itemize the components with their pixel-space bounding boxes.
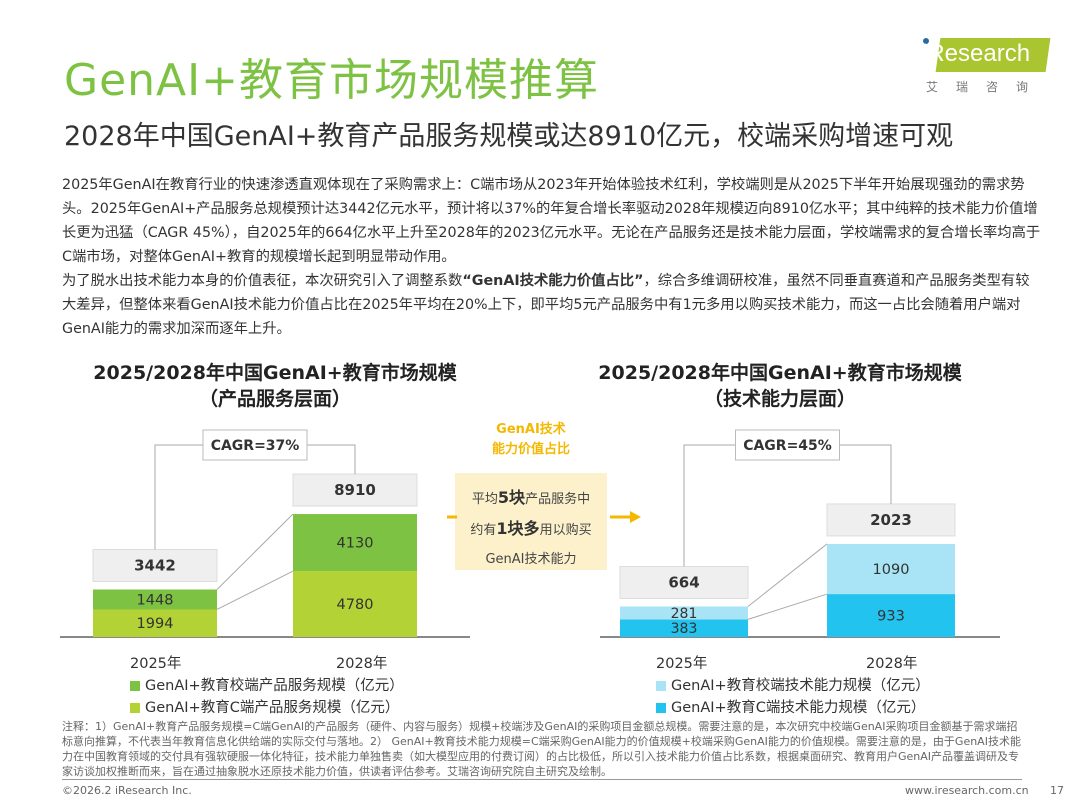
copyright: ©2026.2 iResearch Inc. xyxy=(62,784,192,797)
paragraph-2-text: 为了脱水出技术能力本身的价值表征，本次研究引入了调整系数 xyxy=(62,273,463,289)
page-subtitle: 2028年中国GenAI+教育产品服务规模或达8910亿元，校端采购增速可观 xyxy=(64,121,954,152)
chart-1-connector xyxy=(216,513,294,590)
chart-2-title-line2: （技术能力层面） xyxy=(703,388,856,410)
page-title: GenAI+教育市场规模推算 xyxy=(64,55,599,106)
chart-2-connector xyxy=(747,593,828,620)
chart-2-bar-label: 281 xyxy=(671,606,698,622)
chart-2-title: 2025/2028年中国GenAI+教育市场规模 （技术能力层面） xyxy=(580,360,980,412)
legend-swatch xyxy=(656,703,666,713)
chart-1-title-line1: 2025/2028年中国GenAI+教育市场规模 xyxy=(93,362,457,384)
legend-swatch xyxy=(656,681,666,691)
chart-2-bar-label: 933 xyxy=(877,609,905,625)
iresearch-logo: iResearch 艾瑞咨询 xyxy=(918,34,1058,98)
chart-2-connector xyxy=(747,543,828,607)
chart-1-bar-label: 1448 xyxy=(137,592,174,608)
logo-cn: 艾瑞咨询 xyxy=(926,80,1047,94)
chart-1-cagr-box xyxy=(202,429,308,461)
chart-2-total-label: 664 xyxy=(668,573,699,591)
chart-2-bar-0-1 xyxy=(827,594,955,637)
chart-1-cagr-label: CAGR=37% xyxy=(211,438,300,454)
chart-2-xlabel-2028: 2028年 xyxy=(866,656,918,672)
chart-2-title-line1: 2025/2028年中国GenAI+教育市场规模 xyxy=(598,362,962,384)
chart-2-xlabel-2025: 2025年 xyxy=(656,656,708,672)
chart-2-bar-label: 1090 xyxy=(873,562,910,578)
chart-1-total-box xyxy=(92,549,218,583)
footer-divider xyxy=(62,779,1022,780)
chart-1-bar-label: 1994 xyxy=(137,616,174,632)
legend-swatch xyxy=(130,681,140,691)
chart-1-bar-0-0 xyxy=(93,609,217,637)
chart-2-bar-1-1 xyxy=(827,543,955,595)
mid-label-line1: GenAI技术 xyxy=(496,422,566,437)
chart-2-bar-label: 383 xyxy=(671,621,698,637)
page-number: 17 xyxy=(1050,784,1064,797)
paragraph-2-bold: “GenAI技术能力价值占比” xyxy=(462,273,644,289)
chart-1-legend-consumer: GenAI+教育C端产品服务规模（亿元） xyxy=(130,696,399,717)
chart-1-xlabel-2025: 2025年 xyxy=(130,656,182,672)
chart-1-title: 2025/2028年中国GenAI+教育市场规模 （产品服务层面） xyxy=(60,360,490,412)
mid-label-line2: 能力价值占比 xyxy=(491,442,570,457)
chart-1-total-box xyxy=(292,473,418,507)
chart-2-legend-consumer: GenAI+教育C端技术能力规模（亿元） xyxy=(656,696,925,717)
chart-2-bar-1-0 xyxy=(620,606,748,620)
paragraph-2-text-end: ，综合多维调研校准，虽然不同垂直赛道和产品服务类型有较大差异，但整体来看GenA… xyxy=(62,273,1030,337)
chart-2-cagr-box xyxy=(735,429,840,461)
chart-1-bar-label: 4130 xyxy=(337,536,374,552)
logo-dot xyxy=(923,38,929,44)
tech-value-ratio-label: GenAI技术 能力价值占比 xyxy=(455,420,607,460)
chart-1-total-label: 3442 xyxy=(134,557,176,575)
chart-1-xlabel-2028: 2028年 xyxy=(336,656,388,672)
chart-1-bar-0-1 xyxy=(293,571,417,637)
paragraph-1: 2025年GenAI在教育行业的快速渗透直观体现在了采购需求上：C端市场从202… xyxy=(62,177,1041,265)
tech-value-ratio-box: 平均5块产品服务中 约有1块多用以购买 GenAI技术能力 xyxy=(455,473,607,570)
footnotes: 注释：1）GenAI+教育产品服务规模=C端GenAI的产品服务（硬件、内容与服… xyxy=(62,720,1021,778)
mid-box-line2: 约有1块多用以购买 xyxy=(470,519,592,538)
chart-1-bar-1-1 xyxy=(293,514,417,572)
website-link[interactable]: www.iresearch.com.cn xyxy=(905,784,1029,797)
logo-brand: iResearch xyxy=(922,40,1031,67)
chart-2-bar-0-0 xyxy=(620,619,748,637)
mid-box-line3: GenAI技术能力 xyxy=(485,552,577,567)
chart-2-total-box xyxy=(826,503,956,537)
chart-1-total-label: 8910 xyxy=(334,481,376,499)
paragraph-2: 为了脱水出技术能力本身的价值表征，本次研究引入了调整系数“GenAI技术能力价值… xyxy=(62,269,1042,341)
body-text: 2025年GenAI在教育行业的快速渗透直观体现在了采购需求上：C端市场从202… xyxy=(62,173,1042,341)
mid-box-line1: 平均5块产品服务中 xyxy=(471,488,591,507)
arrow-right-icon xyxy=(630,511,641,523)
legend-swatch xyxy=(130,703,140,713)
chart-1-title-line2: （产品服务层面） xyxy=(198,388,351,410)
chart-2-total-label: 2023 xyxy=(870,511,912,529)
chart-2-cagr-label: CAGR=45% xyxy=(743,438,832,454)
chart-1-connector xyxy=(216,570,294,610)
chart-1-bar-1-0 xyxy=(93,589,217,610)
chart-1-legend-school: GenAI+教育校端产品服务规模（亿元） xyxy=(130,674,404,695)
chart-1-bar-label: 4780 xyxy=(337,597,374,613)
chart-2-legend-school: GenAI+教育校端技术能力规模（亿元） xyxy=(656,674,930,695)
